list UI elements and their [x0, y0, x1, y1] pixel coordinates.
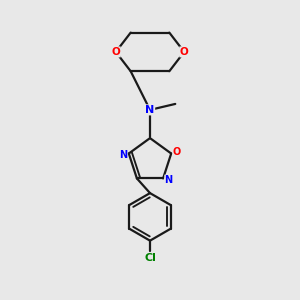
Text: O: O: [111, 47, 120, 57]
Text: N: N: [119, 150, 127, 160]
Text: O: O: [173, 147, 181, 157]
Text: O: O: [180, 47, 189, 57]
Text: N: N: [146, 105, 154, 115]
Text: N: N: [165, 175, 173, 185]
Text: Cl: Cl: [144, 254, 156, 263]
